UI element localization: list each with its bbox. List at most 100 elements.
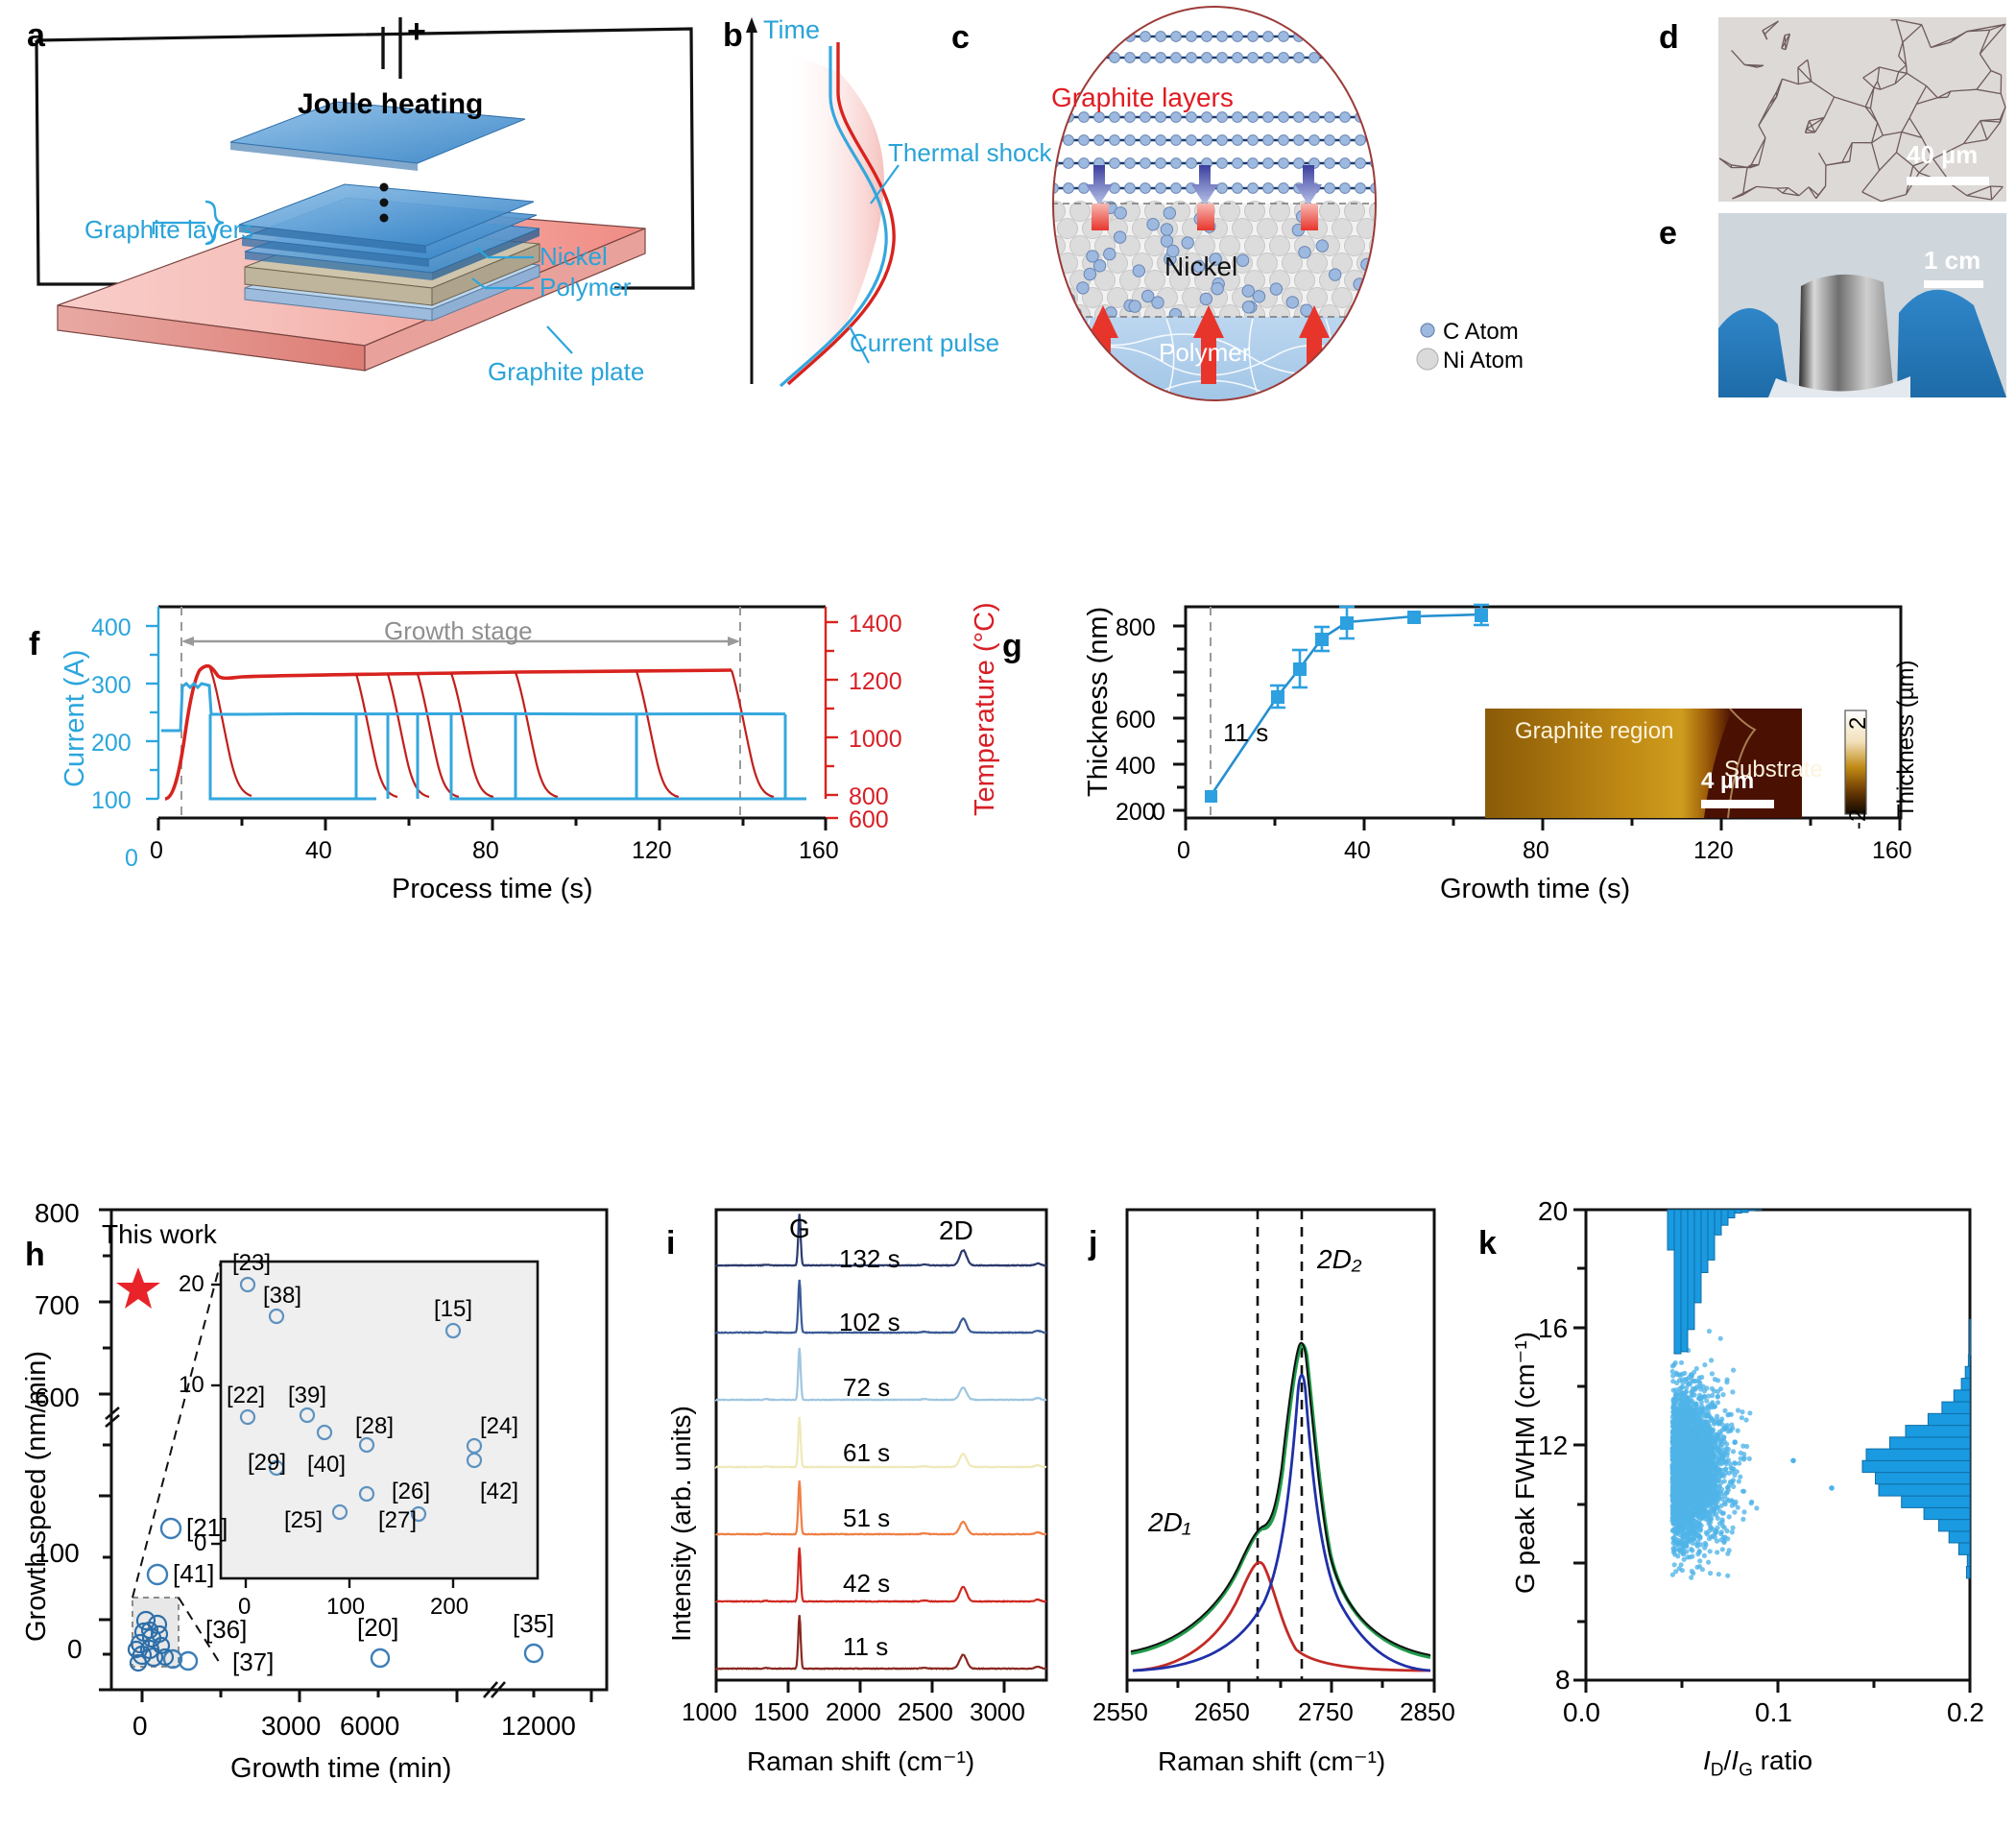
panel-f-ytick-right-1400: 1400: [849, 611, 902, 637]
panel-h-this-work-label: This work: [102, 1219, 217, 1249]
panel-k-xlabel-G-sub: G: [1739, 1760, 1753, 1781]
panel-h-inset-ref-26: [26]: [392, 1479, 431, 1504]
panel-f-label: f: [29, 626, 40, 662]
panel-g-xtick-80: 80: [1523, 837, 1549, 864]
panel-g-ytick-400: 400: [1116, 753, 1156, 780]
panel-j-xtick-2850: 2850: [1400, 1697, 1455, 1726]
panel-b-schematic: [746, 17, 900, 388]
panel-g-inset: [1485, 708, 1867, 819]
panel-h-ref-35: [35]: [513, 1609, 555, 1638]
panel-f-ytick-right-1000: 1000: [849, 726, 902, 753]
panel-k-xlabel-ID: I: [1703, 1745, 1711, 1775]
panel-h-inset-ref-15: [15]: [434, 1296, 473, 1322]
panel-j-xtick-2750: 2750: [1298, 1697, 1354, 1726]
panel-k-ytick-16: 16: [1538, 1313, 1569, 1343]
panel-k-xlabel-IG: I: [1731, 1745, 1740, 1775]
panel-h-inset-ref-25: [25]: [284, 1507, 324, 1533]
panel-g-ytick-800: 800: [1116, 614, 1156, 641]
panel-i-xlabel: Raman shift (cm⁻¹): [747, 1746, 975, 1776]
panel-a-battery-plus: +: [407, 13, 426, 50]
panel-c: c: [946, 0, 1675, 413]
panel-h-xtick-6000: 6000: [340, 1711, 400, 1741]
panel-h-inset-ref-22: [22]: [227, 1383, 266, 1408]
panel-f-xtick-80: 80: [472, 837, 499, 864]
annotation-graphite-layers: Graphite layers: [84, 215, 254, 244]
panel-i-ylabel: Intensity (arb. units): [666, 1406, 696, 1642]
panel-g-ytick-200: 200: [1116, 799, 1156, 826]
panel-k-xlabel-tail: ratio: [1752, 1745, 1813, 1775]
panel-i-trace-label-132s: 132 s: [839, 1244, 900, 1273]
panel-h-ref-41: [41]: [173, 1559, 215, 1588]
panel-h-inset-ref-23: [23]: [232, 1250, 272, 1276]
panel-g-xtick-0: 0: [1177, 837, 1190, 864]
panel-i-trace-label-42s: 42 s: [843, 1569, 891, 1598]
panel-k-xlabel: ID/IG ratio: [1703, 1745, 1812, 1782]
panel-g-vline-label: 11 s: [1223, 718, 1269, 747]
panel-h-ytick-700: 700: [35, 1290, 80, 1320]
panel-h-inset-xtick-0: 0: [238, 1594, 252, 1620]
panel-f-ytick-right-1200: 1200: [849, 668, 902, 695]
panel-d-micrograph: [1718, 17, 2006, 203]
legend-c-atom-label: C Atom: [1443, 319, 1519, 345]
panel-a-label: a: [27, 17, 45, 54]
panel-d-label: d: [1659, 19, 1679, 56]
panel-h-ref-20: [20]: [357, 1613, 399, 1642]
panel-a-schematic: [35, 17, 695, 372]
panel-h-inset-ref-29: [29]: [248, 1450, 287, 1476]
panel-i-xtick-3000: 3000: [970, 1697, 1025, 1726]
panel-i-xtick-1000: 1000: [682, 1697, 737, 1726]
panel-c-label: c: [951, 19, 970, 56]
panel-h-ref-36: [36]: [205, 1615, 248, 1644]
panel-k-ytick-8: 8: [1555, 1665, 1571, 1695]
panel-f-ytick-right-800: 800: [849, 783, 889, 810]
panel-i-trace-label-102s: 102 s: [839, 1308, 900, 1336]
panel-i-trace-label-61s: 61 s: [843, 1438, 891, 1467]
panel-k-label: k: [1478, 1225, 1497, 1262]
panel-h-inset-ref-42: [42]: [480, 1479, 519, 1504]
annotation-polymer-c: Polymer: [1159, 338, 1251, 367]
panel-h-inset-ref-24: [24]: [480, 1413, 519, 1439]
panel-g-ytick-600: 600: [1116, 707, 1156, 734]
panel-h-ytick-800: 800: [35, 1198, 80, 1228]
panel-k-xtick-02: 0.2: [1947, 1697, 1984, 1727]
panel-e-scalebar-label: 1 cm: [1924, 246, 1981, 275]
panel-g-xlabel: Growth time (s): [1440, 874, 1631, 904]
annotation-nickel: Nickel: [540, 242, 608, 271]
panel-g-label: g: [1002, 628, 1022, 664]
panel-g-inset-substrate-label: Substrate: [1724, 757, 1823, 782]
panel-j-xtick-2550: 2550: [1092, 1697, 1148, 1726]
panel-b-axis-label: Time: [763, 15, 820, 44]
panel-f-ylabel-right: Temperature (°C): [970, 602, 1000, 816]
panel-f-xtick-160: 160: [799, 837, 839, 864]
panel-f-xtick-40: 40: [305, 837, 332, 864]
panel-d: d 40 µm: [1659, 17, 2006, 203]
panel-h-inset-xtick-200: 200: [430, 1594, 469, 1620]
panel-i-label: i: [666, 1225, 676, 1262]
panel-h-inset-xtick-100: 100: [326, 1594, 366, 1620]
panel-f-ytick-right-600: 600: [849, 806, 889, 833]
panel-h-ylabel: Growth speed (nm/min): [21, 1351, 52, 1642]
panel-h: h: [0, 1191, 634, 1828]
panel-h-xtick-12000: 12000: [501, 1711, 576, 1741]
panel-h-ytick-600: 600: [35, 1383, 80, 1412]
panel-f-growth-stage-annotation: Growth stage: [384, 616, 533, 645]
panel-k-plot: [1573, 1208, 1972, 1693]
panel-j-peak-label-2D2: 2D₂: [1317, 1244, 1362, 1274]
panel-g-colorbar-min: -2: [1845, 808, 1871, 830]
panel-g-xtick-120: 120: [1693, 837, 1734, 864]
panel-j: j 2550 2650 2750 2850 Raman shift (cm⁻¹)…: [1075, 1191, 1478, 1828]
panel-b: b Time Thermal shock Current pulse: [715, 0, 1052, 413]
panel-f-ylabel-left: Current (A): [60, 649, 90, 787]
panel-f-ytick-300: 300: [91, 672, 132, 699]
panel-g-ylabel: Thickness (nm): [1083, 606, 1114, 797]
panel-e-label: e: [1659, 215, 1677, 252]
panel-e: e 1 cm: [1659, 213, 2006, 397]
panel-a: a: [0, 0, 730, 413]
panel-h-xlabel: Growth time (min): [230, 1753, 452, 1784]
panel-i-trace-label-11s: 11 s: [843, 1632, 889, 1661]
panel-k-xtick-01: 0.1: [1755, 1697, 1792, 1727]
panel-f-plot: [146, 605, 838, 830]
panel-d-scalebar-label: 40 µm: [1907, 140, 1979, 169]
annotation-current-pulse: Current pulse: [850, 328, 1000, 357]
annotation-nickel-c: Nickel: [1164, 252, 1238, 281]
